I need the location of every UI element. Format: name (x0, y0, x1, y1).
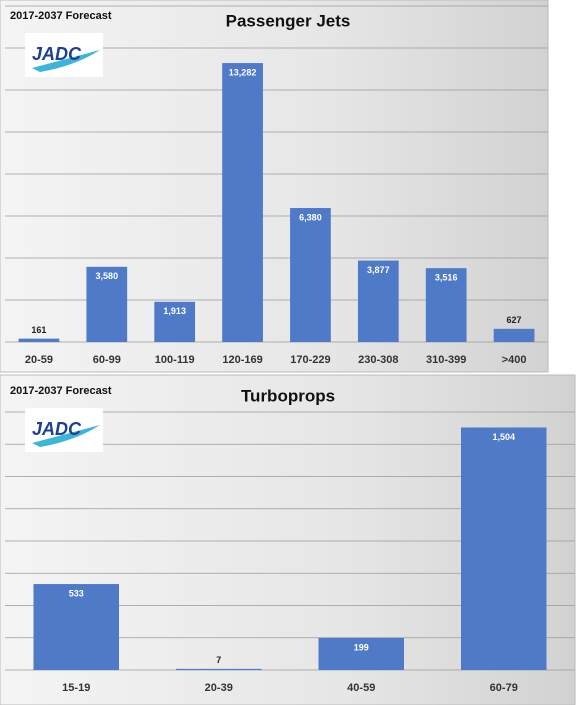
value-label: 7 (216, 655, 221, 665)
value-label: 3,580 (96, 271, 119, 281)
value-label: 627 (507, 315, 522, 325)
x-tick-label: 120-169 (222, 354, 262, 366)
bar (18, 338, 60, 342)
bar (222, 63, 263, 342)
x-tick-label: 230-308 (358, 354, 398, 366)
value-label: 1,504 (492, 432, 515, 442)
chart-subtitle: 2017-2037 Forecast (10, 385, 112, 397)
value-label: 3,516 (435, 273, 458, 283)
logo-swoosh (32, 50, 100, 72)
value-label: 3,877 (367, 265, 390, 275)
chart-title: Passenger Jets (226, 11, 351, 30)
bar (318, 637, 404, 670)
bar (461, 427, 547, 670)
bar (33, 584, 119, 670)
bar (493, 328, 535, 342)
value-label: 161 (31, 325, 46, 335)
x-tick-label: 15-19 (62, 682, 90, 694)
x-tick-label: 170-229 (290, 354, 330, 366)
x-tick-label: 40-59 (347, 682, 375, 694)
chart-title: Turboprops (241, 386, 335, 405)
bar (425, 268, 467, 342)
bar (176, 668, 262, 670)
x-tick-label: 60-79 (490, 682, 518, 694)
bar (357, 260, 399, 342)
value-label: 199 (354, 642, 369, 652)
value-label: 1,913 (163, 306, 186, 316)
value-label: 6,380 (299, 212, 322, 222)
x-tick-label: 310-399 (426, 354, 466, 366)
value-label: 533 (69, 588, 84, 598)
x-tick-label: 60-99 (93, 354, 121, 366)
bar (290, 208, 331, 342)
logo: JADC (32, 419, 82, 439)
logo: JADC (32, 44, 82, 64)
x-tick-label: 100-119 (155, 354, 195, 366)
bar (86, 266, 128, 342)
x-tick-label: 20-39 (205, 682, 233, 694)
chart-subtitle: 2017-2037 Forecast (10, 10, 112, 22)
logo-swoosh (32, 425, 100, 447)
x-tick-label: 20-59 (25, 354, 53, 366)
x-tick-label: >400 (502, 354, 527, 366)
bar (154, 301, 196, 342)
value-label: 13,282 (229, 67, 257, 77)
